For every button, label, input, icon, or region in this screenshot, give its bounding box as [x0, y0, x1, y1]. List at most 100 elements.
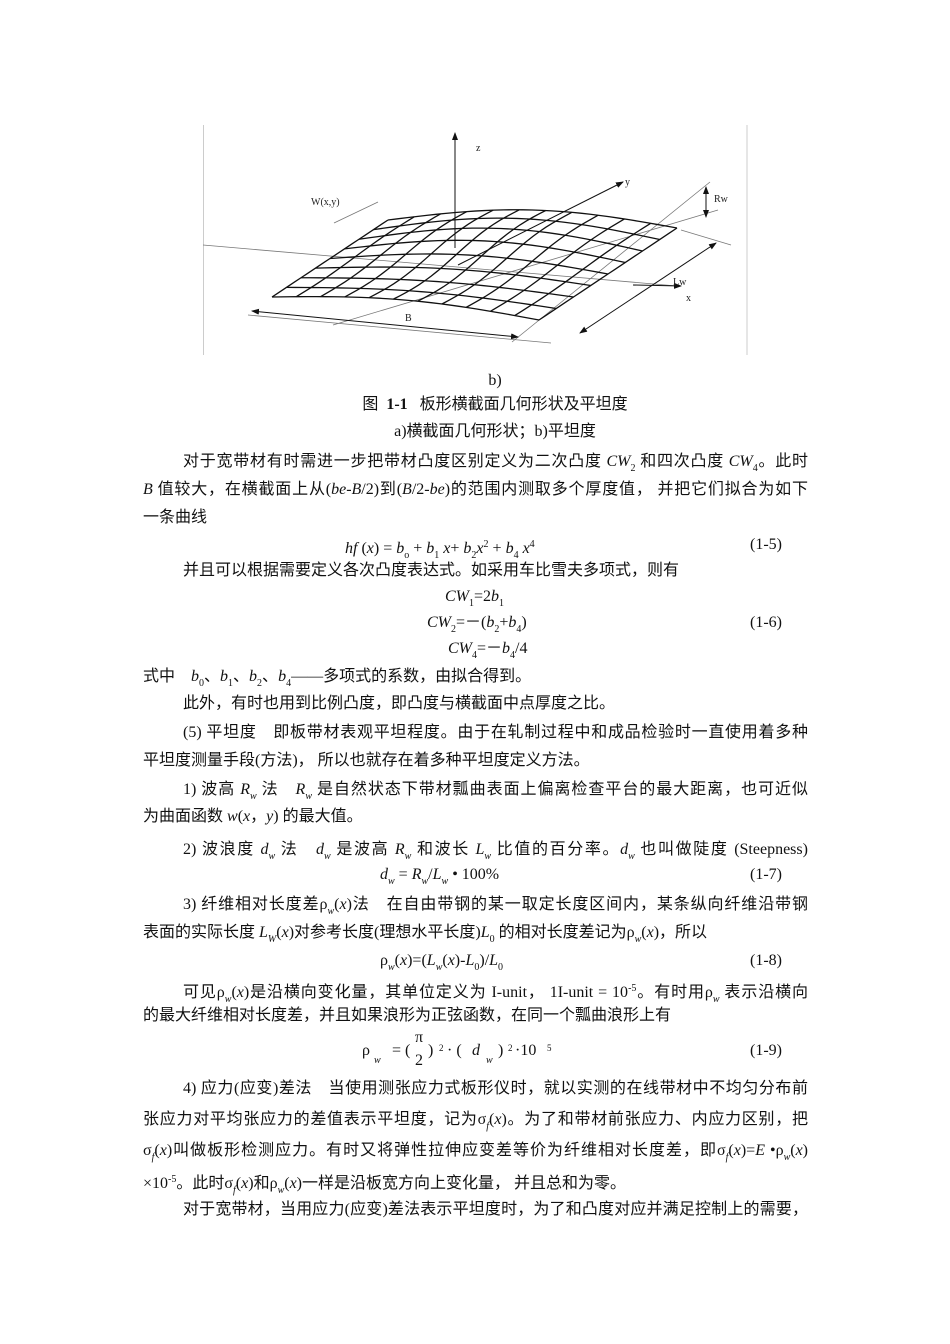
- text-run: y: [266, 808, 274, 825]
- text-run: b: [426, 540, 435, 557]
- b-label: B: [405, 313, 412, 324]
- text-run: ): [802, 1142, 808, 1159]
- text-run: (: [728, 1142, 734, 1159]
- text-line: 此外，有时也用到比例凸度，即凸度与横截面中点厚度之比。: [183, 693, 615, 715]
- text-run: (5) 平坦度 即板带材表观平坦程度。由于在轧制过程中和成品检验时一直使用着多种: [183, 724, 808, 741]
- text-run: be: [429, 481, 445, 498]
- text-run: ，: [250, 808, 267, 825]
- text-run: L: [465, 952, 475, 969]
- text-run: 也叫做陡度 (Steepness): [634, 841, 808, 858]
- text-run: •ρ: [764, 1142, 784, 1159]
- text-line: 并且可以根据需要定义各次凸度表达式。如采用车比雪夫多项式，则有: [183, 560, 679, 582]
- text-run: x: [243, 808, 251, 825]
- text-run: b: [191, 668, 200, 685]
- text-run: =2: [474, 588, 492, 605]
- text-line: 2) 波浪度 dw 法 dw 是波高 Rw 和波长 Lw 比值的百分率。dw 也…: [183, 839, 808, 868]
- subscript: o: [404, 550, 410, 561]
- text-run: /4: [515, 640, 528, 657]
- text-run: b: [396, 540, 405, 557]
- text-run: (: [276, 924, 282, 941]
- text-run: B: [402, 481, 412, 498]
- text-run: 张应力对平均张应力的差值表示平坦度，记为σ: [143, 1111, 487, 1128]
- text-run: 、: [204, 668, 221, 685]
- equation-number: (1-7): [750, 866, 782, 883]
- mesh-line: [344, 239, 626, 264]
- text-run: ) =: [373, 540, 397, 557]
- text-run: =－: [477, 640, 503, 657]
- figure-flatness-surface: z y x W(x,y) Rw Lw B: [203, 125, 748, 355]
- text-run: L: [475, 841, 485, 858]
- subscript: w: [421, 876, 429, 887]
- subscript: f: [151, 1152, 155, 1163]
- subscript: w: [277, 1185, 285, 1196]
- text-run: R: [295, 781, 306, 798]
- text-run: 的最大纤维相对长度差，并且如果浪形为正弦函数，在同一个瓢曲浪形上有: [143, 1007, 672, 1024]
- text-run: x: [646, 924, 654, 941]
- text-run: 2) 波浪度: [183, 841, 261, 858]
- eq-sq: 2: [439, 1043, 444, 1053]
- text-run: 、: [262, 668, 279, 685]
- w-label: W(x,y): [311, 197, 340, 208]
- text-run: x: [476, 540, 484, 557]
- text-run: (: [231, 984, 237, 1001]
- superscript: 2: [483, 539, 489, 550]
- text-run: 1) 波高: [183, 781, 241, 798]
- eq-dot: · (: [447, 1042, 462, 1059]
- y-axis: [457, 181, 624, 266]
- subscript: 0: [474, 962, 480, 973]
- text-run: (: [357, 540, 367, 557]
- text-line: 的最大纤维相对长度差，并且如果浪形为正弦函数，在同一个瓢曲浪形上有: [143, 1005, 671, 1027]
- subscript: 0: [489, 934, 495, 945]
- text-run: (: [235, 1175, 242, 1192]
- text-line: 一条曲线: [143, 507, 207, 529]
- text-run: /2-: [411, 481, 430, 498]
- text-run: x: [447, 952, 455, 969]
- text-run: b: [220, 668, 229, 685]
- eq-eq: = (: [392, 1042, 411, 1059]
- subscript: w: [712, 994, 720, 1005]
- text-run: L: [489, 952, 499, 969]
- text-run: 和波长: [411, 841, 476, 858]
- text-run: =: [394, 866, 412, 883]
- subscript: w: [327, 906, 335, 917]
- text-run: d: [380, 866, 388, 883]
- text-run: (: [442, 952, 448, 969]
- subscript: w: [388, 876, 395, 887]
- text-run: L: [480, 924, 490, 941]
- text-run: d: [620, 841, 629, 858]
- text-run: x: [795, 1142, 803, 1159]
- eq-d: d: [472, 1042, 480, 1059]
- text-run: x: [399, 952, 408, 969]
- text-run: (: [237, 808, 244, 825]
- superscript: -5: [628, 983, 637, 994]
- text-run: )，所以: [653, 924, 708, 941]
- text-run: x: [733, 1142, 741, 1159]
- text-run: b: [463, 540, 472, 557]
- mesh-line: [373, 217, 660, 241]
- text-run: 平坦度测量手段(方法)， 所以也就存在着多种平坦度定义方法。: [143, 752, 590, 769]
- subscript: w: [441, 876, 449, 887]
- lw-dimension-arrow: [579, 242, 717, 334]
- subscript: 1: [499, 598, 505, 609]
- eq-rho: ρ: [362, 1042, 370, 1059]
- text-run: )。为了和带材前张应力、内应力区别，把: [501, 1111, 808, 1128]
- eq-two: 2: [415, 1052, 423, 1069]
- text-run: x: [281, 924, 289, 941]
- text-run: )是沿横向变化量，其单位定义为 I-unit， 1I-unit = 10: [243, 984, 629, 1001]
- text-line: (5) 平坦度 即板带材表观平坦程度。由于在轧制过程中和成品检验时一直使用着多种: [183, 722, 808, 744]
- text-run: x: [289, 1175, 297, 1192]
- subscript: 4: [286, 678, 292, 689]
- subscript: 4: [472, 650, 477, 661]
- subscript: w: [628, 851, 635, 862]
- subscript: 2: [630, 463, 636, 474]
- equation-line: ρw(x)=(Lw(x)-L0)/L0: [380, 950, 503, 979]
- text-run: +: [488, 540, 506, 557]
- text-run: +: [450, 540, 464, 557]
- equation-number: (1-9): [750, 1042, 782, 1059]
- text-run: 对于宽带材有时需进一步把带材凸度区别定义为二次凸度: [183, 453, 607, 470]
- guide-lines: [203, 181, 732, 344]
- text-run: 4) 应力(应变)差法 当使用测张应力式板形仪时，就以实测的在线带材中不均匀分布…: [183, 1080, 808, 1097]
- equation-line: CW2=－(b2+b4): [427, 612, 527, 641]
- figure-panel-label: b): [488, 372, 502, 389]
- text-run: 的相对长度差记为ρ: [494, 924, 635, 941]
